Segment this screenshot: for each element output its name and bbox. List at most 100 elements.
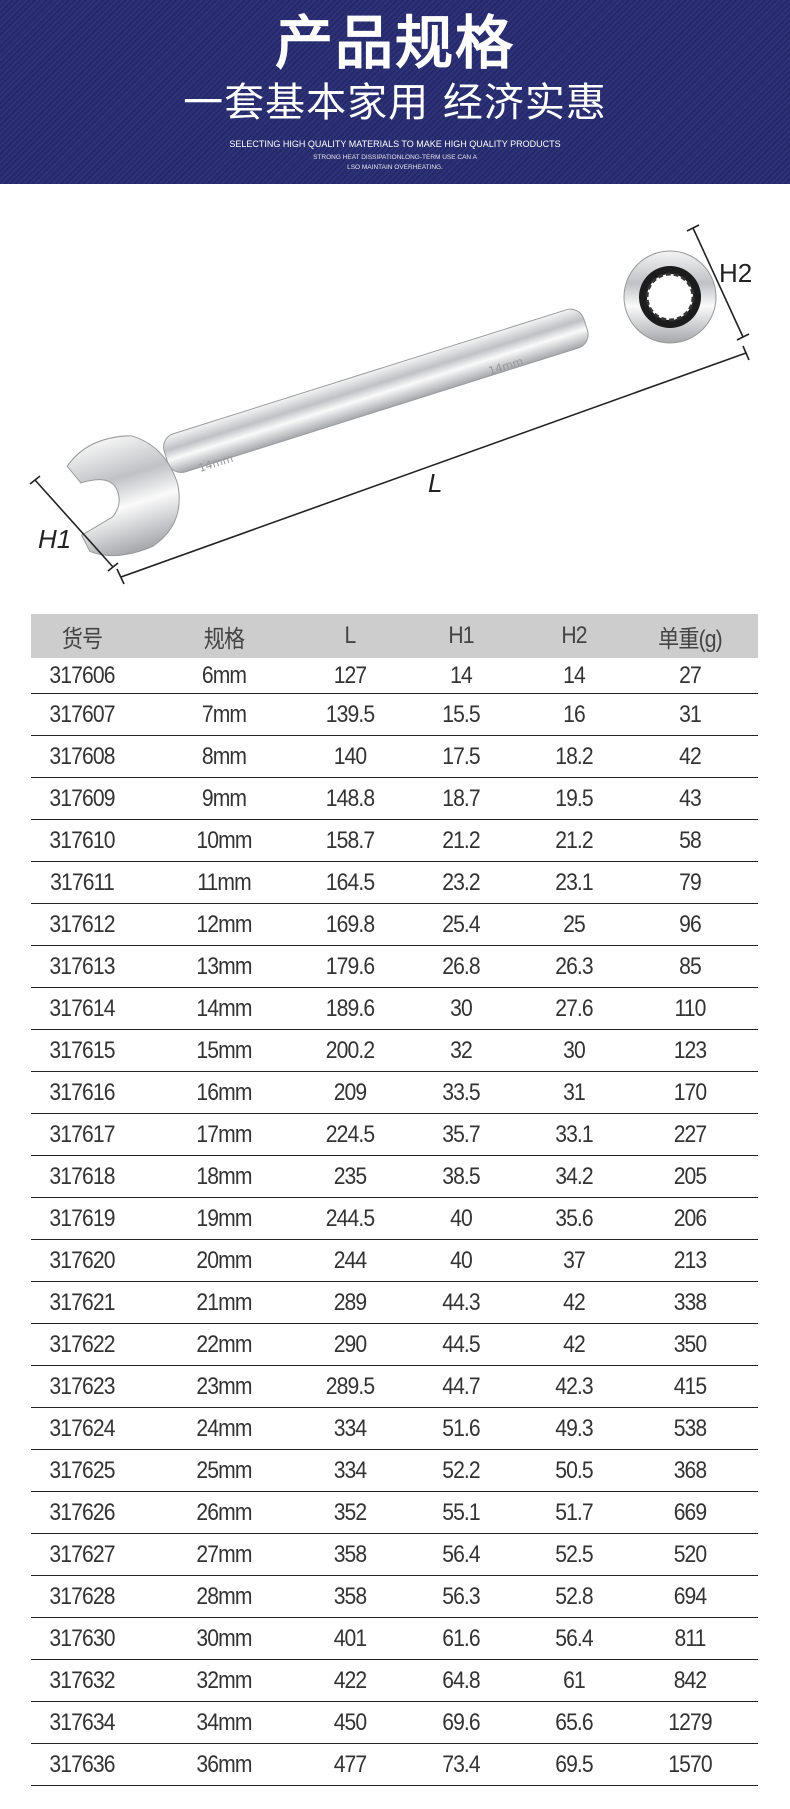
page-title: 产品规格	[274, 9, 515, 77]
table-row: 317613 13mm 179.6 26.8 26.3 85	[31, 946, 758, 988]
l-label: L	[428, 468, 442, 498]
cell-h2: 33.1	[555, 1120, 593, 1148]
cell-h2: 26.3	[555, 952, 593, 980]
table-row: 317623 23mm 289.5 44.7 42.3 415	[31, 1366, 758, 1408]
table-row: 317634 34mm 450 69.6 65.6 1279	[31, 1702, 758, 1744]
cell-item-no: 317611	[50, 868, 115, 896]
cell-l: 422	[333, 1666, 367, 1694]
table-row: 317618 18mm 235 38.5 34.2 205	[31, 1156, 758, 1198]
wrench-image: 14mm 14mm	[66, 250, 717, 557]
cell-item-no: 317625	[49, 1456, 115, 1484]
cell-weight: 58	[679, 826, 702, 854]
table-row: 317617 17mm 224.5 35.7 33.1 227	[31, 1114, 758, 1156]
cell-h1: 17.5	[442, 742, 480, 770]
cell-weight: 123	[673, 1036, 707, 1064]
english-subtext: STRONG HEAT DISSIPATIONLONG-TERM USE CAN…	[0, 153, 790, 173]
cell-h2: 61	[563, 1666, 586, 1694]
cell-h1: 44.3	[442, 1288, 480, 1316]
cell-item-no: 317606	[49, 661, 115, 689]
cell-l: 140	[333, 742, 367, 770]
cell-weight: 350	[673, 1330, 707, 1358]
cell-l: 477	[333, 1750, 367, 1778]
cell-weight: 538	[673, 1414, 707, 1442]
cell-h1: 25.4	[442, 910, 480, 938]
cell-l: 244.5	[325, 1204, 375, 1232]
h2-label: H2	[719, 258, 752, 288]
table-row: 317632 32mm 422 64.8 61 842	[31, 1660, 758, 1702]
cell-weight: 694	[673, 1582, 707, 1610]
table-header-row: 货号 规格 L H1 H2 单重(g)	[31, 614, 758, 658]
cell-h1: 23.2	[442, 868, 480, 896]
cell-h2: 18.2	[555, 742, 593, 770]
cell-item-no: 317612	[49, 910, 115, 938]
cell-l: 127	[333, 661, 367, 689]
cell-l: 352	[333, 1498, 367, 1526]
cell-size: 11mm	[197, 868, 251, 896]
cell-size: 14mm	[196, 994, 252, 1022]
cell-h1: 14	[450, 661, 473, 689]
cell-weight: 96	[679, 910, 702, 938]
cell-h1: 32	[450, 1036, 473, 1064]
cell-l: 401	[333, 1624, 367, 1652]
cell-h2: 16	[563, 700, 586, 728]
cell-h2: 21.2	[555, 826, 593, 854]
cell-h1: 26.8	[442, 952, 480, 980]
cell-weight: 520	[673, 1540, 707, 1568]
cell-h2: 19.5	[555, 784, 593, 812]
header-item-no: 货号	[61, 625, 103, 653]
cell-h2: 52.8	[555, 1582, 593, 1610]
table-row: 317630 30mm 401 61.6 56.4 811	[31, 1618, 758, 1660]
cell-l: 289.5	[325, 1372, 375, 1400]
wrench-dimension-diagram: 14mm 14mm H1 L H2	[29, 224, 752, 585]
cell-item-no: 317626	[49, 1498, 115, 1526]
cell-h1: 64.8	[442, 1666, 480, 1694]
cell-l: 164.5	[325, 868, 375, 896]
cell-h2: 31	[563, 1078, 586, 1106]
cell-weight: 27	[679, 661, 702, 689]
cell-weight: 415	[673, 1372, 707, 1400]
table-row: 317636 36mm 477 73.4 69.5 1570	[31, 1744, 758, 1786]
header-l: L	[344, 622, 357, 649]
cell-size: 34mm	[196, 1708, 252, 1736]
cell-weight: 338	[673, 1288, 707, 1316]
table-row: 317621 21mm 289 44.3 42 338	[31, 1282, 758, 1324]
cell-h1: 38.5	[442, 1162, 480, 1190]
cell-l: 358	[333, 1540, 367, 1568]
open-end	[66, 435, 180, 557]
cell-l: 290	[333, 1330, 367, 1358]
cell-h1: 51.6	[442, 1414, 480, 1442]
cell-item-no: 317616	[49, 1078, 115, 1106]
cell-item-no: 317608	[49, 742, 115, 770]
cell-weight: 1570	[668, 1750, 712, 1778]
header-weight: 单重(g)	[658, 625, 723, 653]
cell-weight: 79	[679, 868, 702, 896]
cell-h2: 49.3	[555, 1414, 593, 1442]
cell-item-no: 317634	[49, 1708, 115, 1736]
cell-h2: 14	[563, 661, 586, 689]
cell-weight: 669	[673, 1498, 707, 1526]
cell-size: 20mm	[196, 1246, 252, 1274]
header-h1: H1	[448, 622, 474, 649]
cell-h2: 37	[563, 1246, 586, 1274]
cell-weight: 85	[679, 952, 702, 980]
cell-size: 19mm	[196, 1204, 252, 1232]
cell-l: 200.2	[325, 1036, 375, 1064]
cell-size: 32mm	[196, 1666, 252, 1694]
cell-item-no: 317624	[49, 1414, 115, 1442]
cell-h1: 52.2	[442, 1456, 480, 1484]
cell-h1: 73.4	[442, 1750, 480, 1778]
cell-l: 334	[333, 1414, 367, 1442]
cell-h1: 15.5	[442, 700, 480, 728]
cell-item-no: 317613	[49, 952, 115, 980]
english-tagline: SELECTING HIGH QUALITY MATERIALS TO MAKE…	[229, 139, 561, 149]
cell-item-no: 317610	[49, 826, 115, 854]
cell-h2: 65.6	[555, 1708, 593, 1736]
cell-item-no: 317619	[49, 1204, 115, 1232]
cell-h1: 18.7	[442, 784, 480, 812]
cell-l: 179.6	[325, 952, 375, 980]
table-row: 317612 12mm 169.8 25.4 25 96	[31, 904, 758, 946]
cell-h1: 44.7	[442, 1372, 480, 1400]
cell-h1: 56.3	[442, 1582, 480, 1610]
cell-size: 8mm	[201, 742, 247, 770]
cell-l: 289	[333, 1288, 367, 1316]
